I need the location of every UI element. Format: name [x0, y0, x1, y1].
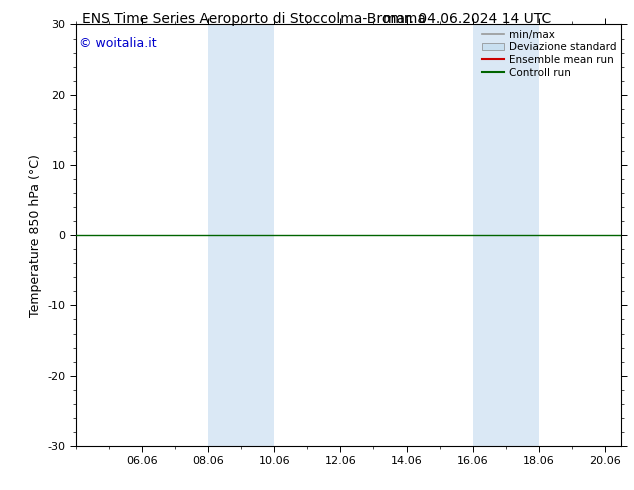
Text: mar. 04.06.2024 14 UTC: mar. 04.06.2024 14 UTC	[384, 12, 552, 26]
Bar	[472, 24, 539, 446]
Text: © woitalia.it: © woitalia.it	[79, 37, 157, 50]
Bar	[208, 24, 275, 446]
Legend: min/max, Deviazione standard, Ensemble mean run, Controll run: min/max, Deviazione standard, Ensemble m…	[479, 27, 618, 79]
Text: ENS Time Series Aeroporto di Stoccolma-Bromma: ENS Time Series Aeroporto di Stoccolma-B…	[82, 12, 427, 26]
Y-axis label: Temperature 850 hPa (°C): Temperature 850 hPa (°C)	[29, 154, 42, 317]
